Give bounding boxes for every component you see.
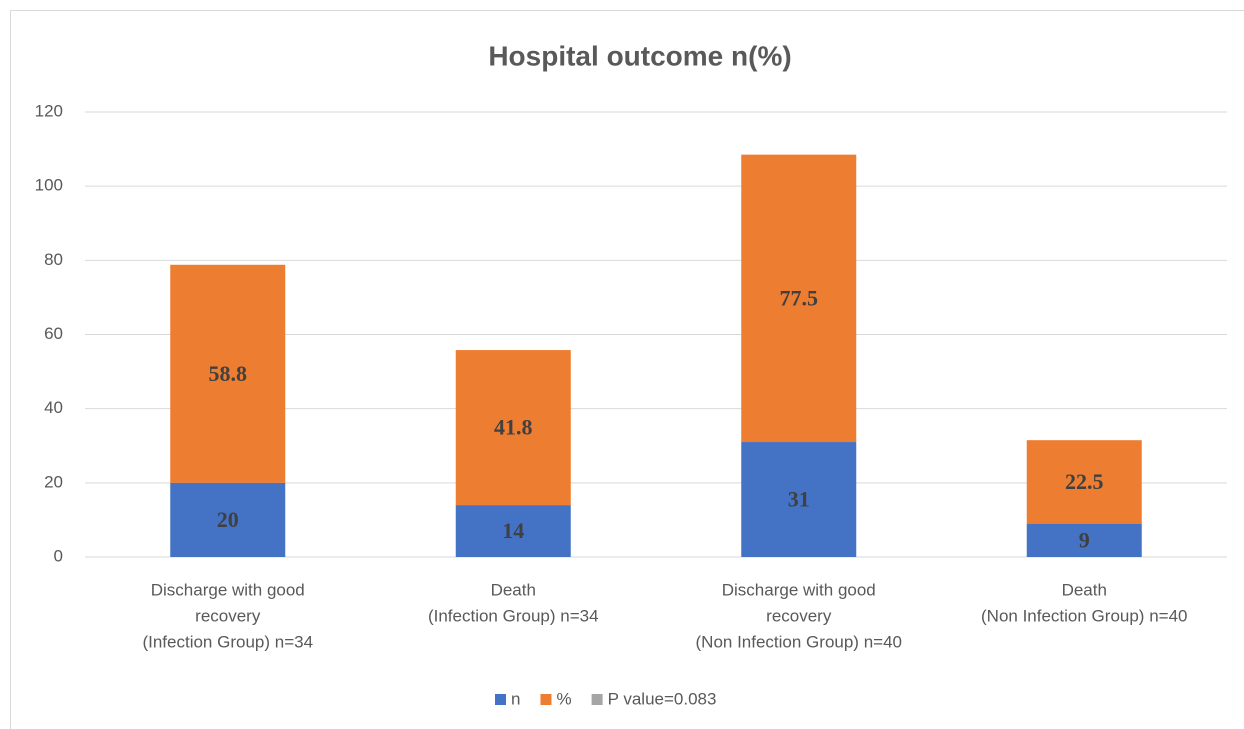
legend-label: % xyxy=(556,689,571,708)
data-label: 22.5 xyxy=(1065,469,1104,494)
x-tick-label: (Infection Group) n=34 xyxy=(428,606,599,625)
x-tick-label: Death xyxy=(491,580,536,599)
x-tick-label: Discharge with good xyxy=(722,580,876,599)
legend-swatch xyxy=(540,694,552,705)
data-label: 31 xyxy=(788,487,810,512)
bar-segment xyxy=(455,350,571,506)
y-tick-label: 0 xyxy=(54,546,63,565)
legend-label: P value=0.083 xyxy=(608,689,717,708)
legend-swatch xyxy=(591,694,603,705)
y-tick-label: 40 xyxy=(44,398,63,417)
data-label: 41.8 xyxy=(494,415,533,440)
y-tick-label: 100 xyxy=(35,176,63,195)
data-label: 9 xyxy=(1079,527,1090,552)
legend-label: n xyxy=(511,689,520,708)
x-tick-label: Death xyxy=(1062,580,1107,599)
chart-title: Hospital outcome n(%) xyxy=(488,40,791,71)
data-label: 20 xyxy=(217,507,239,532)
x-tick-label: (Infection Group) n=34 xyxy=(142,632,313,651)
y-tick-label: 20 xyxy=(44,472,63,491)
bar-segment xyxy=(1026,523,1142,557)
bar-segment xyxy=(741,442,857,557)
x-tick-label: (Non Infection Group) n=40 xyxy=(981,606,1187,625)
legend-swatch xyxy=(495,694,506,705)
bar-segment xyxy=(1026,440,1142,524)
data-label: 58.8 xyxy=(209,361,248,386)
bar-segment xyxy=(170,482,286,557)
bar-segment xyxy=(170,264,286,483)
y-tick-label: 120 xyxy=(35,101,63,120)
x-tick-label: recovery xyxy=(195,606,261,625)
x-tick-label: (Non Infection Group) n=40 xyxy=(696,632,902,651)
y-tick-label: 80 xyxy=(44,250,63,269)
x-tick-label: recovery xyxy=(766,606,832,625)
data-label: 14 xyxy=(502,518,524,543)
x-tick-label: Discharge with good xyxy=(151,580,305,599)
y-tick-label: 60 xyxy=(44,324,63,343)
bar-segment xyxy=(455,505,571,557)
data-label: 77.5 xyxy=(780,285,819,310)
bar-segment xyxy=(741,154,857,443)
